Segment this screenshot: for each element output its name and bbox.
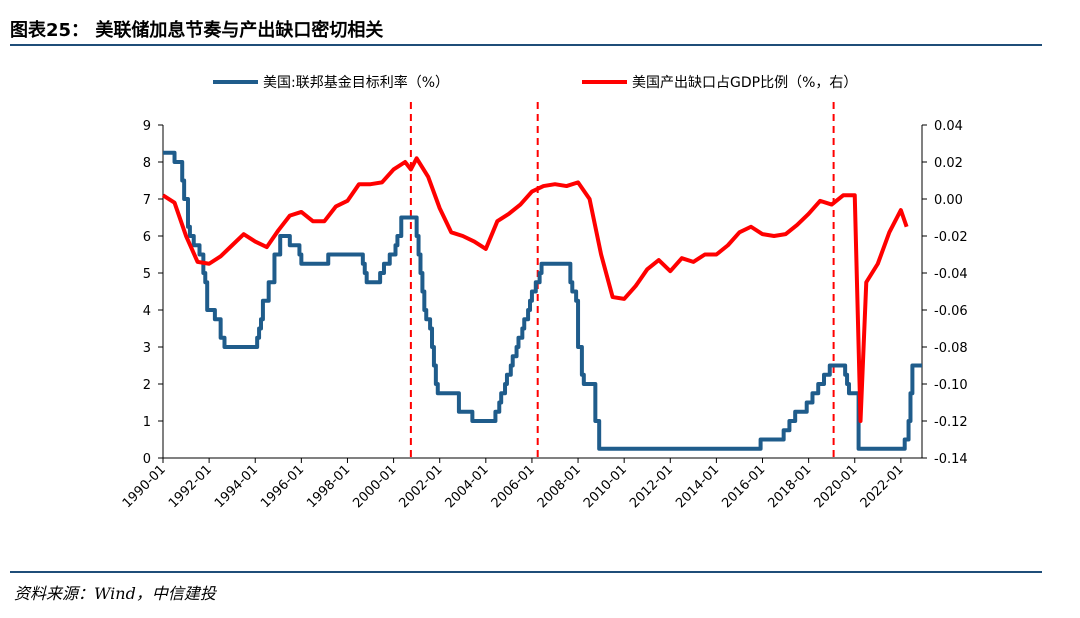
footer-rule	[10, 571, 1042, 573]
y-right-tick-label: -0.10	[934, 378, 968, 393]
x-tick-label: 2012-01	[627, 462, 676, 511]
x-tick-label: 2022-01	[858, 462, 907, 511]
x-tick-label: 2020-01	[812, 462, 861, 511]
header-rule	[10, 44, 1042, 46]
y-left-tick-label: 0	[143, 452, 151, 467]
fed-funds-rate-line	[163, 150, 922, 451]
x-tick-label: 1994-01	[212, 462, 261, 511]
figure-title: 图表25： 美联储加息节奏与产出缺口密切相关	[10, 20, 384, 41]
y-right-tick-label: -0.12	[934, 415, 968, 430]
legend-label-output-gap: 美国产出缺口占GDP比例（%，右）	[632, 75, 857, 91]
x-tick-label: 2006-01	[489, 462, 538, 511]
y-right-tick-label: 0.02	[934, 156, 963, 171]
chart-legend: 美国:联邦基金目标利率（%） 美国产出缺口占GDP比例（%，右）	[213, 74, 857, 91]
chart-svg: 美国:联邦基金目标利率（%） 美国产出缺口占GDP比例（%，右） 0 1 2 3 4 5 6…	[120, 74, 968, 511]
output-gap-line	[161, 156, 909, 423]
y-right-tick-label: 0.04	[934, 119, 963, 134]
source-note: 资料来源：Wind，中信建投	[14, 584, 216, 603]
axes: 0 1 2 3 4 5 6 7 8 9 0.04 0.02 0.00 -0.02 -0.04 -0.06 -0.…	[120, 119, 968, 511]
x-tick-label: 1990-01	[120, 462, 169, 511]
x-tick-label: 1992-01	[166, 462, 215, 511]
x-tick-label: 2008-01	[535, 462, 584, 511]
y-left-tick-label: 9	[143, 119, 151, 134]
y-right-tick-label: -0.06	[934, 304, 968, 319]
x-tick-label: 2004-01	[443, 462, 492, 511]
x-tick-label: 2016-01	[719, 462, 768, 511]
y-left-tick-label: 5	[143, 267, 151, 282]
y-right-tick-label: -0.02	[934, 230, 968, 245]
y-left-tick-label: 2	[143, 378, 151, 393]
x-tick-label: 2000-01	[350, 462, 399, 511]
y-left-tick-label: 6	[143, 230, 151, 245]
x-tick-label: 1996-01	[258, 462, 307, 511]
x-tick-label: 2010-01	[581, 462, 630, 511]
y-right-tick-label: 0.00	[934, 193, 963, 208]
y-left-tick-label: 4	[143, 304, 151, 319]
legend-label-fed-rate: 美国:联邦基金目标利率（%）	[263, 74, 449, 91]
y-left-tick-label: 3	[143, 341, 151, 356]
y-left-tick-label: 1	[143, 415, 151, 430]
x-tick-label: 2014-01	[673, 462, 722, 511]
y-right-tick-label: -0.04	[934, 267, 968, 282]
reference-lines	[409, 102, 835, 458]
y-right-tick-label: -0.14	[934, 452, 968, 467]
y-left-tick-label: 8	[143, 156, 151, 171]
x-tick-label: 2018-01	[765, 462, 814, 511]
series-group	[161, 150, 922, 451]
x-tick-label: 2002-01	[397, 462, 446, 511]
y-left-tick-label: 7	[143, 193, 151, 208]
y-right-tick-label: -0.08	[934, 341, 968, 356]
x-tick-label: 1998-01	[304, 462, 353, 511]
